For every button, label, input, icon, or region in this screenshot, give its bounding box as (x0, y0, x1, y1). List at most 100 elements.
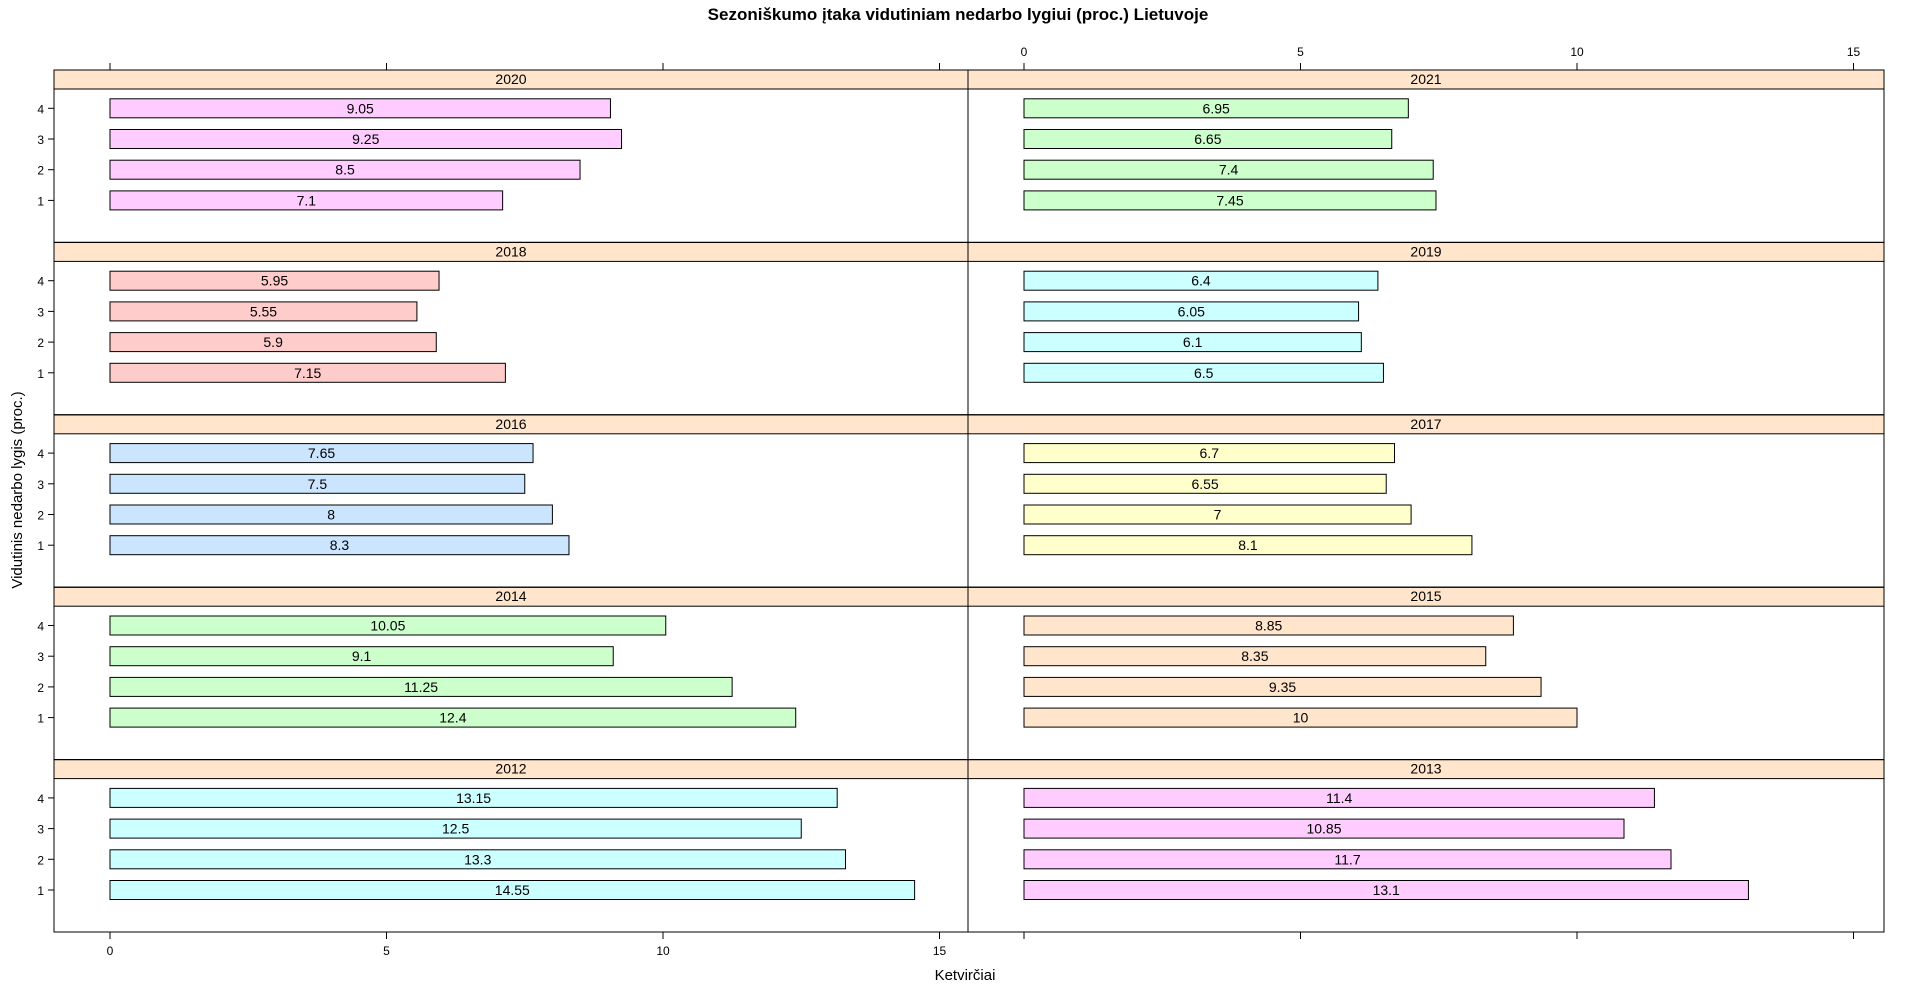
category-tick-label: 2 (37, 164, 44, 178)
x-tick-label-bottom: 15 (933, 944, 947, 958)
y-axis-label: Vidutinis nedarbo lygis (proc.) (9, 391, 26, 588)
bar-value-label: 11.7 (1334, 851, 1360, 867)
panel-strip-label: 2018 (495, 243, 526, 259)
panel-frame (967, 586, 1885, 761)
bar (109, 443, 534, 464)
x-tick-label-top: 0 (1021, 45, 1028, 59)
bar-value-label: 13.1 (1373, 882, 1400, 898)
category-tick-label: 1 (37, 539, 44, 553)
x-tick-label-bottom: 10 (656, 944, 670, 958)
bar-value-label: 7.65 (308, 445, 335, 461)
bar-value-label: 6.95 (1203, 100, 1230, 116)
bar-value-label: 8.1 (1238, 537, 1258, 553)
panel-2017: 2017 8.1 7 6.55 6.7 (967, 414, 1885, 588)
bar (1023, 818, 1625, 839)
panel-frame (967, 69, 1885, 243)
category-tick-label: 1 (37, 884, 44, 898)
bar (1023, 129, 1393, 149)
panel-frame (53, 69, 969, 243)
bar-value-label: 11.25 (404, 679, 438, 695)
chart-title: Sezoniškumo įtaka vidutiniam nedarbo lyg… (708, 5, 1209, 24)
panel-strip-label: 2020 (495, 71, 526, 87)
panel-frame (967, 759, 1885, 933)
x-tick-label-bottom: 0 (107, 944, 114, 958)
panel-strip-label: 2016 (495, 416, 526, 432)
bar (109, 535, 570, 556)
bar-value-label: 6.7 (1200, 445, 1220, 461)
bar (1023, 443, 1396, 464)
category-tick-label: 4 (37, 447, 44, 461)
bar-value-label: 13.3 (464, 851, 491, 867)
bar-value-label: 9.25 (352, 131, 379, 147)
bar (1023, 190, 1437, 211)
bar (109, 880, 916, 900)
bar (109, 190, 504, 211)
bar-value-label: 6.65 (1194, 131, 1221, 147)
x-tick-label-top: 10 (1570, 45, 1584, 59)
panel-strip-label: 2013 (1410, 761, 1441, 777)
bar-value-label: 6.5 (1194, 365, 1214, 381)
panel-frame (53, 586, 969, 761)
bar (109, 159, 581, 180)
bar (109, 707, 797, 728)
bar-value-label: 7 (1214, 507, 1222, 523)
bar (1023, 615, 1514, 636)
bar-value-label: 13.15 (456, 790, 491, 806)
bar (1023, 362, 1384, 383)
bar-value-label: 10 (1293, 710, 1309, 726)
bar-value-label: 10.05 (370, 618, 405, 634)
bar (1023, 301, 1360, 322)
bar (109, 646, 614, 667)
bar-value-label: 12.4 (439, 710, 466, 726)
bar (1023, 270, 1379, 291)
category-tick-label: 2 (37, 681, 44, 695)
panel-2019: 2019 6.5 6.1 6.05 6.4 (967, 241, 1885, 416)
bar (1023, 787, 1655, 808)
panel-2020: 2020 7.1 1 8.5 2 9.25 3 9.05 4 (37, 69, 969, 243)
bar (109, 98, 611, 119)
panel-2021: 2021 7.45 7.4 6.65 6.95 (967, 69, 1885, 243)
panel-strip-label: 2017 (1410, 416, 1441, 432)
bar (109, 615, 667, 636)
bar-value-label: 6.55 (1191, 476, 1218, 492)
panel-2012: 2012 14.55 1 13.3 2 12.5 3 13.15 4 (37, 759, 969, 933)
bar-value-label: 7.1 (297, 192, 317, 208)
bar-value-label: 5.9 (263, 334, 283, 350)
bar (109, 332, 437, 353)
category-tick-label: 2 (37, 336, 44, 350)
panel-frame (967, 414, 1885, 588)
bar (1023, 98, 1409, 119)
bar-value-label: 6.1 (1183, 334, 1203, 350)
bar-value-label: 7.4 (1219, 162, 1239, 178)
panel-frame (53, 241, 969, 416)
bar (1023, 535, 1473, 556)
category-tick-label: 1 (37, 194, 44, 208)
panel-2015: 2015 10 9.358.35 8.85 (967, 586, 1885, 761)
category-tick-label: 3 (37, 650, 44, 664)
bar (1023, 707, 1578, 728)
bar-value-label: 12.5 (442, 821, 469, 837)
bar-value-label: 9.35 (1269, 679, 1296, 695)
plot-frame (53, 69, 1885, 933)
bar-value-label: 7.15 (294, 365, 321, 381)
bar (109, 787, 838, 808)
category-tick-label: 4 (37, 792, 44, 806)
bar-value-label: 8.35 (1241, 648, 1268, 664)
panels-layer: 201214.55113.3212.5313.154201313.111.710… (37, 45, 1885, 958)
x-tick-label-bottom: 5 (383, 944, 390, 958)
x-axes: 0 5 10 15 0 5 10 15 (107, 45, 1861, 958)
x-tick-label-top: 5 (1297, 45, 1304, 59)
bar-value-label: 10.85 (1306, 821, 1341, 837)
bar-value-label: 8.5 (335, 162, 355, 178)
panel-strip-label: 2012 (495, 761, 526, 777)
bar-value-label: 14.55 (495, 882, 530, 898)
panel-strip-label: 2015 (1410, 588, 1441, 604)
category-tick-label: 1 (37, 367, 44, 381)
bar (109, 301, 418, 322)
panel-2018: 2018 7.15 1 5.9 2 5.55 3 5.95 4 (37, 241, 969, 416)
bar-value-label: 6.4 (1191, 273, 1211, 289)
bar (109, 818, 802, 839)
category-tick-label: 4 (37, 102, 44, 116)
